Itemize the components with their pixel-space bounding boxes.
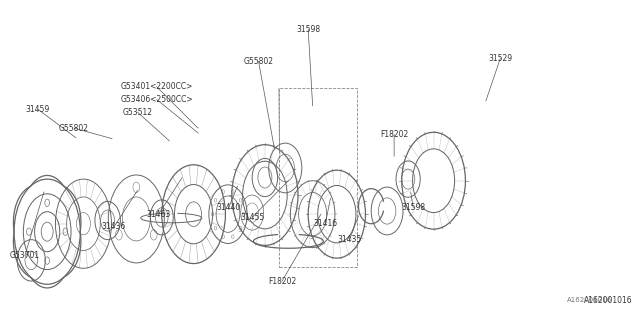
Text: G53701: G53701 bbox=[10, 251, 40, 260]
Text: 31529: 31529 bbox=[488, 53, 513, 62]
Text: G53401<2200CC>: G53401<2200CC> bbox=[120, 82, 193, 91]
Text: A162001016: A162001016 bbox=[567, 297, 612, 303]
Text: 31463: 31463 bbox=[147, 210, 171, 219]
Text: G53512: G53512 bbox=[123, 108, 152, 117]
Text: 31455: 31455 bbox=[240, 213, 264, 222]
Text: 31440: 31440 bbox=[216, 203, 241, 212]
Text: 31459: 31459 bbox=[26, 105, 50, 114]
Text: 31435: 31435 bbox=[337, 235, 362, 244]
Text: 31598: 31598 bbox=[296, 25, 320, 34]
Text: 31416: 31416 bbox=[314, 219, 337, 228]
Text: F18202: F18202 bbox=[380, 130, 408, 139]
Text: G53406<2500CC>: G53406<2500CC> bbox=[120, 95, 193, 104]
Text: G55802: G55802 bbox=[244, 57, 273, 66]
Text: G55802: G55802 bbox=[59, 124, 89, 132]
Text: 31436: 31436 bbox=[102, 222, 126, 231]
Text: F18202: F18202 bbox=[268, 276, 296, 285]
Text: 31598: 31598 bbox=[401, 203, 426, 212]
Text: A162001016: A162001016 bbox=[584, 296, 633, 305]
